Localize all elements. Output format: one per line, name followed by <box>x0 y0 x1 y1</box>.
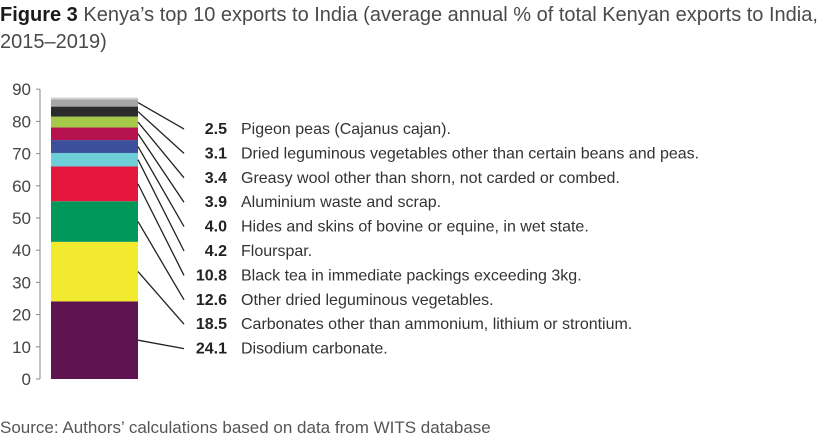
legend-label: Other dried leguminous vegetables. <box>241 292 494 309</box>
bar-segment <box>51 301 138 379</box>
bar-segment <box>51 98 138 107</box>
legend-value: 4.2 <box>205 243 227 260</box>
source-note: Source: Authors’ calculations based on d… <box>0 418 491 437</box>
legend-value: 4.0 <box>205 219 227 236</box>
legend-value: 3.9 <box>205 194 227 211</box>
legend-label: Aluminium waste and scrap. <box>241 194 441 211</box>
legend-label: Hides and skins of bovine or equine, in … <box>241 219 589 236</box>
y-tick-label: 20 <box>12 306 31 325</box>
y-tick-label: 10 <box>12 338 31 357</box>
legend: 2.5 Pigeon peas (Cajanus cajan). 3.1 Dried … <box>196 121 699 358</box>
leader-line <box>137 221 185 301</box>
leader-line <box>137 133 185 203</box>
figure-title: Figure 3 Kenya’s top 10 exports to India… <box>0 2 831 56</box>
leader-line <box>137 101 185 130</box>
legend-value: 2.5 <box>205 121 227 138</box>
bar-segment <box>51 140 138 153</box>
legend-label: Greasy wool other than shorn, not carded… <box>241 170 620 187</box>
bar-segment <box>51 127 138 141</box>
y-tick-label: 50 <box>12 209 31 228</box>
y-tick-label: 80 <box>12 112 31 131</box>
legend-value: 18.5 <box>196 316 227 333</box>
bar-segment <box>51 201 138 242</box>
legend-value: 24.1 <box>196 341 227 358</box>
bar-top-edge <box>51 97 138 100</box>
y-tick-label: 60 <box>12 177 31 196</box>
legend-label: Pigeon peas (Cajanus cajan). <box>241 121 451 138</box>
legend-label: Flourspar. <box>241 243 312 260</box>
legend-label: Disodium carbonate. <box>241 341 388 358</box>
figure-title-text: Kenya’s top 10 exports to India (average… <box>0 4 818 53</box>
leader-line <box>137 159 185 252</box>
legend-value: 12.6 <box>196 292 227 309</box>
leader-line <box>137 339 185 350</box>
y-tick-label: 70 <box>12 145 31 164</box>
legend-label: Carbonates other than ammonium, lithium … <box>241 316 632 333</box>
y-tick-label: 30 <box>12 273 31 292</box>
leader-line <box>137 111 185 154</box>
leader-line <box>137 183 185 276</box>
bar-segment <box>51 116 138 128</box>
leader-line <box>137 121 185 179</box>
bar-segment <box>51 152 138 167</box>
legend-label: Dried leguminous vegetables other than c… <box>241 145 699 162</box>
legend-value: 3.4 <box>205 170 227 187</box>
leader-line <box>137 271 185 325</box>
y-axis: 0 10 20 30 40 50 60 70 80 90 <box>12 80 41 389</box>
leader-line <box>137 146 185 227</box>
y-tick-label: 0 <box>22 370 31 389</box>
legend-label: Black tea in immediate packings exceedin… <box>241 267 582 284</box>
figure-label: Figure 3 <box>0 4 78 26</box>
legend-value: 10.8 <box>196 267 227 284</box>
leader-lines <box>137 101 185 350</box>
y-tick-label: 90 <box>12 80 31 99</box>
legend-value: 3.1 <box>205 145 227 162</box>
bar-segment <box>51 106 138 117</box>
bar-segments <box>51 97 138 379</box>
y-tick-label: 40 <box>12 241 31 260</box>
bar-segment <box>51 166 138 202</box>
bar-segment <box>51 241 138 302</box>
